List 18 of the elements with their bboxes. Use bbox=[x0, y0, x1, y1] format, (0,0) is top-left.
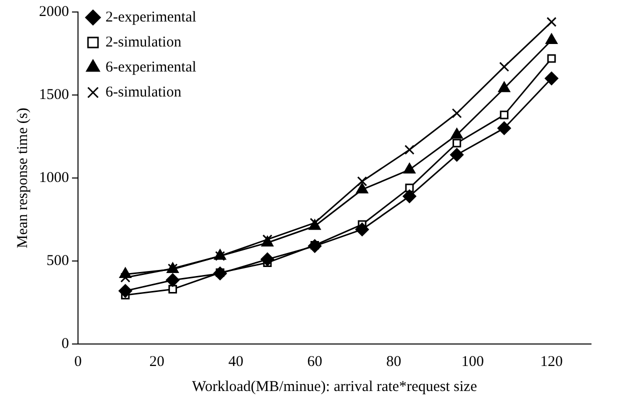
y-tick-label: 1000 bbox=[39, 170, 69, 186]
y-tick-label: 2000 bbox=[39, 4, 69, 20]
y-tick-label: 0 bbox=[62, 336, 69, 352]
legend-label: 6-experimental bbox=[106, 59, 196, 76]
x-tick-label: 40 bbox=[228, 354, 244, 370]
legend-label: 2-simulation bbox=[106, 34, 182, 50]
y-axis-title: Mean response time (s) bbox=[14, 108, 31, 248]
x-axis-title: Workload(MB/minue): arrival rate*request size bbox=[192, 378, 478, 395]
x-tick-label: 80 bbox=[386, 354, 402, 370]
x-tick-label: 20 bbox=[149, 354, 164, 370]
y-tick-label: 1500 bbox=[39, 86, 69, 103]
legend-label: 2-experimental bbox=[106, 9, 196, 26]
y-tick-label: 500 bbox=[46, 252, 69, 269]
x-tick-label: 60 bbox=[307, 354, 322, 370]
x-tick-label: 0 bbox=[74, 354, 82, 370]
legend-label: 6-simulation bbox=[106, 84, 182, 100]
x-tick-label: 120 bbox=[540, 354, 563, 370]
x-tick-label: 100 bbox=[461, 354, 484, 370]
